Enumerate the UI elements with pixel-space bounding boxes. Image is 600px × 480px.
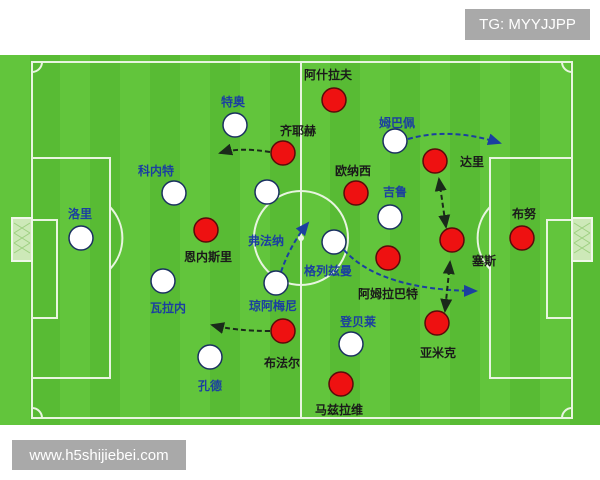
player-label: 齐耶赫 (280, 123, 316, 138)
player-red (375, 245, 401, 271)
watermark-top: TG: MYYJJPP (465, 9, 590, 40)
player-label: 格列兹曼 (304, 263, 352, 278)
player-white (68, 225, 94, 251)
red-team (193, 87, 535, 397)
goal-right (571, 217, 593, 262)
watermark-bottom: www.h5shijiebei.com (12, 440, 186, 470)
player-white (338, 331, 364, 357)
player-label: 布努 (512, 206, 536, 221)
player-red (270, 318, 296, 344)
player-label: 瓦拉内 (150, 300, 186, 315)
player-white (377, 204, 403, 230)
player-label: 琼阿梅尼 (249, 298, 297, 313)
player-label: 布法尔 (264, 355, 300, 370)
movement-arrows (210, 132, 502, 334)
player-red (270, 140, 296, 166)
white-labels: 洛里 特奥 科内特 弗法纳 瓦拉内 琼阿梅尼 孔德 格列兹曼 吉鲁 姆巴佩 登贝… (68, 94, 415, 393)
player-label: 欧纳西 (335, 163, 371, 178)
player-label: 特奥 (221, 94, 246, 109)
player-white (254, 179, 280, 205)
arrow-ziyech (218, 143, 271, 156)
player-label: 姆巴佩 (379, 115, 415, 130)
tactics-pitch: 洛里 特奥 科内特 弗法纳 瓦拉内 琼阿梅尼 孔德 格列兹曼 吉鲁 姆巴佩 登贝… (0, 55, 600, 425)
player-white (197, 344, 223, 370)
player-label: 马兹拉维 (315, 402, 363, 417)
player-red (193, 217, 219, 243)
player-white (263, 270, 289, 296)
player-white (222, 112, 248, 138)
player-label: 科内特 (138, 163, 174, 178)
player-label: 达里 (460, 154, 484, 169)
player-red (343, 180, 369, 206)
red-labels: 阿什拉夫 齐耶赫 恩内斯里 布法尔 马兹拉维 欧纳西 阿姆拉巴特 达里 塞斯 亚… (184, 67, 536, 417)
player-white (161, 180, 187, 206)
center-spot (298, 235, 304, 241)
arrow-saiss-amallah (440, 260, 455, 313)
player-red (328, 371, 354, 397)
goal-left (11, 217, 33, 262)
player-red (509, 225, 535, 251)
player-white (321, 229, 347, 255)
player-label: 洛里 (68, 206, 92, 221)
player-red (424, 310, 450, 336)
arrow-mbappe (407, 132, 502, 146)
player-white (150, 268, 176, 294)
arrow-boufal (210, 322, 271, 334)
player-label: 阿姆拉巴特 (358, 286, 418, 301)
player-label: 恩内斯里 (184, 249, 232, 264)
player-red (422, 148, 448, 174)
player-label: 塞斯 (472, 253, 496, 268)
player-white (382, 128, 408, 154)
player-red (321, 87, 347, 113)
player-label: 弗法纳 (248, 233, 284, 248)
white-team (68, 112, 408, 370)
player-label: 孔德 (198, 378, 222, 393)
player-red (439, 227, 465, 253)
player-label: 吉鲁 (383, 184, 407, 199)
player-label: 亚米克 (420, 345, 456, 360)
arrow-dari-saiss (434, 177, 451, 229)
player-label: 登贝莱 (339, 314, 376, 329)
player-label: 阿什拉夫 (304, 67, 353, 82)
arrow-tchouameni (280, 221, 310, 273)
